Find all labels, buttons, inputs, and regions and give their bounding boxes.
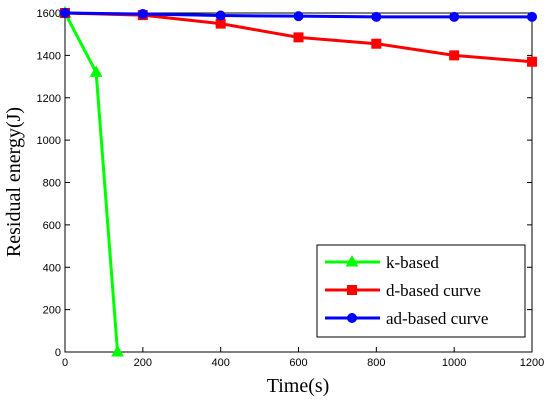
y-tick-label: 1200: [37, 93, 61, 105]
y-axis-title: Residual energy(J): [3, 107, 25, 257]
data-point: [89, 65, 103, 77]
legend-label: d-based curve: [386, 281, 481, 300]
data-point: [527, 11, 537, 22]
legend-swatch-marker: [347, 285, 357, 295]
x-tick-label: 1000: [442, 357, 466, 369]
data-point: [60, 8, 70, 18]
x-tick-label: 200: [134, 357, 152, 369]
y-tick-label: 1000: [37, 135, 61, 147]
data-point: [371, 38, 382, 49]
x-tick-label: 800: [367, 357, 385, 369]
legend-entry: d-based curve: [325, 281, 481, 300]
legend-entry: k-based: [325, 253, 439, 272]
data-point: [111, 344, 124, 357]
data-point: [293, 32, 304, 43]
legend-label: ad-based curve: [386, 309, 488, 328]
series-2: [60, 8, 537, 22]
data-point: [371, 11, 382, 22]
x-tick-label: 0: [62, 357, 68, 369]
y-tick-label: 0: [55, 347, 61, 359]
x-tick-label: 1200: [520, 357, 544, 369]
x-tick-label: 600: [289, 357, 307, 369]
data-point: [137, 9, 148, 20]
y-tick-label: 200: [43, 305, 61, 317]
legend: k-based d-based curve ad-based curve: [316, 244, 526, 338]
y-axis: 0 200 400 600 800 1000 1200 1400 1600: [37, 8, 532, 359]
legend-label: k-based: [386, 253, 439, 272]
x-tick-label: 400: [211, 357, 229, 369]
y-tick-label: 600: [43, 220, 61, 232]
data-point: [293, 11, 304, 22]
y-tick-label: 1600: [37, 8, 61, 20]
y-tick-label: 1400: [37, 50, 61, 62]
legend-entry: ad-based curve: [325, 309, 488, 328]
y-tick-label: 400: [43, 262, 61, 274]
y-tick-label: 800: [43, 178, 61, 190]
legend-swatch-marker: [345, 254, 359, 267]
data-point: [527, 56, 537, 67]
legend-swatch-marker: [347, 313, 357, 323]
series-layer: [58, 5, 537, 357]
data-point: [215, 10, 226, 21]
data-point: [449, 11, 460, 22]
data-point: [449, 50, 460, 61]
x-axis-title: Time(s): [267, 375, 330, 397]
